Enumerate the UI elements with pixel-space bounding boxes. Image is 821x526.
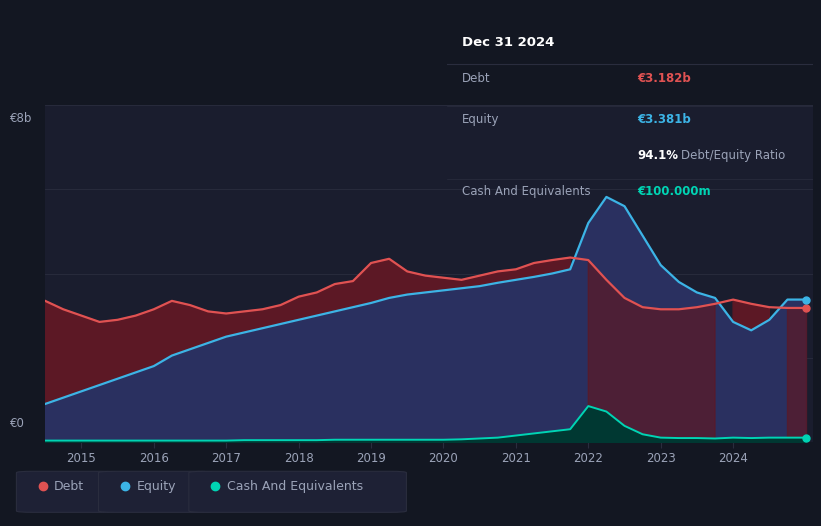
- Text: €100.000m: €100.000m: [637, 185, 711, 198]
- Text: Equity: Equity: [136, 480, 176, 493]
- Text: Debt: Debt: [54, 480, 85, 493]
- Text: €0: €0: [10, 417, 25, 430]
- Text: €3.182b: €3.182b: [637, 72, 691, 85]
- FancyBboxPatch shape: [189, 471, 406, 512]
- Text: Equity: Equity: [462, 113, 499, 126]
- Text: €8b: €8b: [10, 112, 32, 125]
- FancyBboxPatch shape: [16, 471, 116, 512]
- Text: 94.1%: 94.1%: [637, 149, 678, 162]
- Text: Cash And Equivalents: Cash And Equivalents: [462, 185, 590, 198]
- Text: Cash And Equivalents: Cash And Equivalents: [227, 480, 363, 493]
- Text: Dec 31 2024: Dec 31 2024: [462, 36, 554, 49]
- Text: Debt/Equity Ratio: Debt/Equity Ratio: [681, 149, 786, 162]
- Text: €3.381b: €3.381b: [637, 113, 691, 126]
- FancyBboxPatch shape: [99, 471, 213, 512]
- Text: Debt: Debt: [462, 72, 491, 85]
